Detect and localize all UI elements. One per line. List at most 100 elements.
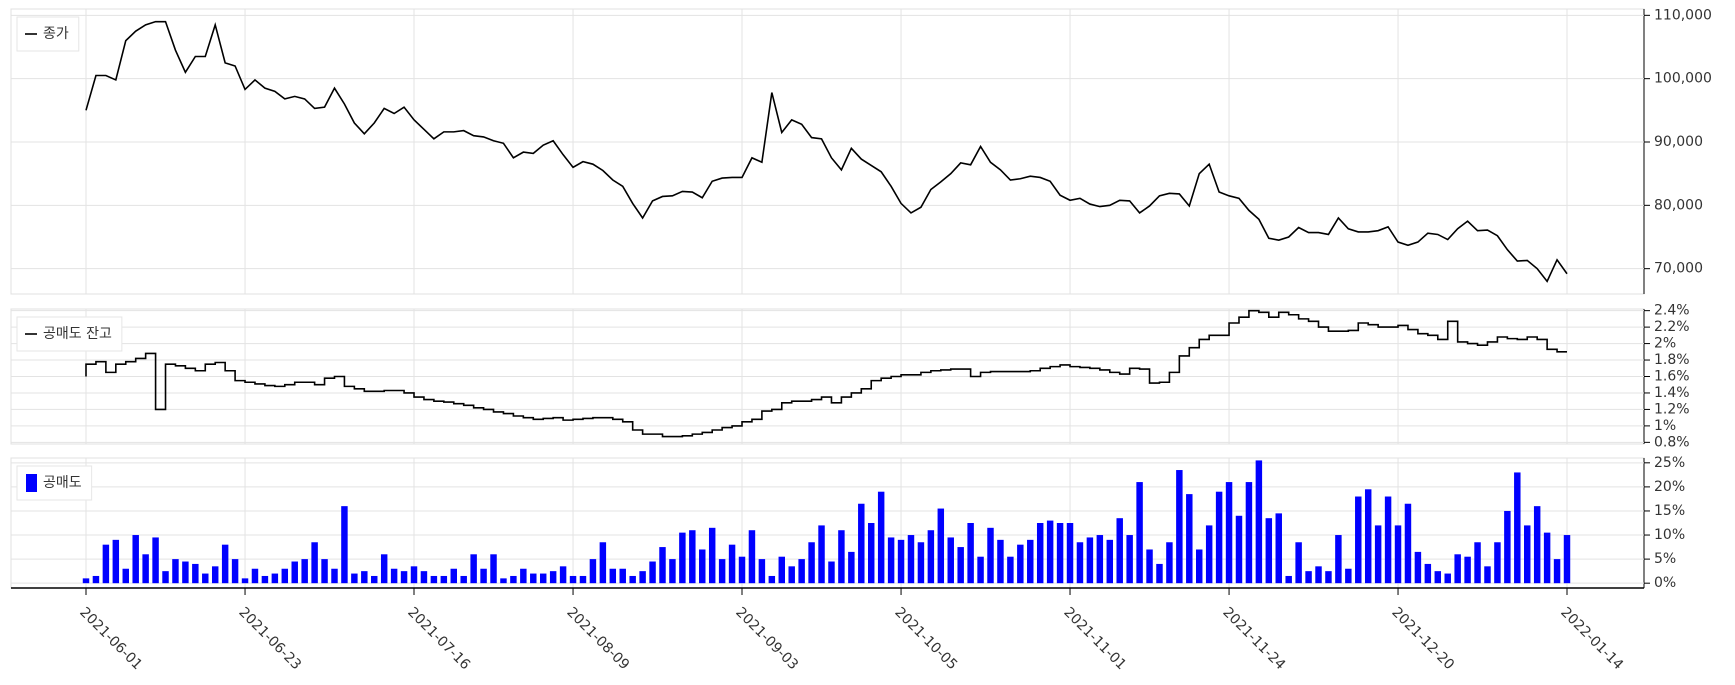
bar — [1086, 537, 1094, 584]
y-tick-label: 1.2% — [1654, 401, 1690, 417]
bar — [1394, 525, 1402, 584]
bar — [1434, 571, 1442, 584]
bar — [530, 573, 537, 584]
y-tick-label: 1.8% — [1654, 352, 1690, 368]
y-tick-label: 2.2% — [1654, 319, 1690, 335]
bar — [778, 556, 786, 584]
bar — [808, 542, 815, 584]
bar — [659, 547, 666, 584]
bar — [1076, 542, 1084, 584]
y-tick-label: 70,000 — [1654, 261, 1703, 277]
bar — [520, 568, 527, 584]
bar — [788, 566, 795, 584]
bar — [1325, 571, 1332, 584]
legend-label: 공매도 잔고 — [43, 326, 112, 342]
bar — [351, 573, 358, 584]
bar — [1066, 523, 1074, 584]
bar — [470, 554, 477, 584]
bar — [649, 561, 656, 584]
bar — [1146, 549, 1153, 584]
bar — [579, 575, 587, 584]
bar — [460, 575, 467, 584]
bar — [1056, 523, 1064, 584]
bar — [967, 523, 974, 584]
bar — [211, 566, 219, 584]
bar — [221, 544, 229, 584]
bar — [828, 561, 835, 584]
bar — [669, 559, 676, 584]
y-tick-label: 2% — [1654, 336, 1676, 352]
bar — [1215, 491, 1223, 584]
y-tick-label: 1% — [1654, 418, 1676, 434]
bar — [440, 575, 448, 584]
bar — [1384, 496, 1392, 584]
bar — [341, 506, 348, 584]
bar — [1186, 494, 1193, 584]
bar — [927, 530, 935, 584]
bar — [619, 568, 626, 584]
line-series — [85, 309, 1567, 438]
bar — [390, 568, 398, 584]
bar — [430, 575, 438, 584]
bar — [639, 571, 646, 584]
legend-label: 종가 — [43, 26, 69, 42]
bar — [1106, 539, 1114, 584]
bar — [1454, 554, 1461, 584]
bar — [1444, 573, 1451, 584]
bar — [1335, 535, 1342, 584]
bar — [708, 527, 716, 584]
bar — [1046, 520, 1054, 584]
bar — [569, 575, 577, 584]
bar — [172, 559, 179, 584]
bar — [1007, 556, 1014, 584]
bar — [867, 523, 875, 584]
bar — [818, 525, 825, 584]
bar — [291, 561, 298, 584]
legend-label: 공매도 — [43, 475, 82, 491]
bar — [609, 568, 617, 584]
x-tick-label: 2022-01-14 — [1557, 604, 1626, 673]
bar — [559, 566, 567, 584]
bar — [321, 559, 328, 584]
bar — [877, 491, 885, 584]
y-tick-label: 80,000 — [1654, 197, 1703, 213]
bar — [748, 530, 756, 584]
bar — [1027, 539, 1034, 584]
bar — [1225, 482, 1233, 584]
bar — [1374, 525, 1382, 584]
bar — [500, 578, 507, 584]
bar — [1235, 515, 1243, 584]
bar — [271, 573, 279, 584]
bar — [738, 556, 746, 584]
bar — [1543, 532, 1551, 584]
y-tick-label: 1.4% — [1654, 385, 1690, 401]
bar — [937, 508, 945, 584]
bar — [1524, 525, 1531, 584]
x-tick-label: 2021-06-01 — [76, 604, 145, 673]
x-tick-label: 2021-07-16 — [404, 604, 473, 673]
bar — [281, 568, 289, 584]
bar — [768, 575, 776, 584]
bar — [1514, 472, 1521, 584]
bar — [1295, 542, 1302, 584]
bar — [102, 544, 110, 584]
bar — [142, 554, 149, 584]
bar — [490, 554, 497, 584]
bar — [1504, 510, 1511, 584]
y-tick-label: 25% — [1654, 455, 1685, 471]
bar — [1345, 568, 1352, 584]
x-tick-label: 2021-06-23 — [235, 604, 304, 673]
bar — [1404, 503, 1412, 584]
y-tick-label: 15% — [1654, 503, 1685, 519]
x-tick-label: 2021-08-09 — [563, 604, 632, 673]
bar — [331, 568, 338, 584]
bar — [1265, 518, 1273, 584]
bar — [838, 530, 845, 584]
y-tick-label: 20% — [1654, 479, 1685, 495]
bar — [400, 571, 408, 584]
y-tick-label: 1.6% — [1654, 369, 1690, 385]
bar — [162, 571, 169, 584]
bar — [1196, 549, 1203, 584]
bar — [907, 535, 915, 584]
bar — [629, 575, 636, 584]
